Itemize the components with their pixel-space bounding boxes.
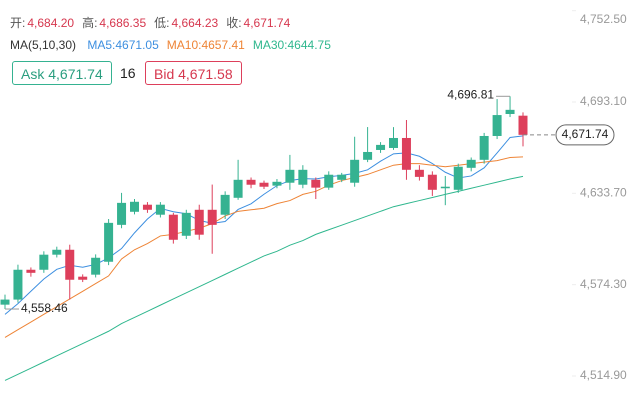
candle-body [492, 115, 502, 136]
candle-body [207, 209, 217, 225]
y-tick-label: 4,574.30 [580, 277, 627, 291]
candle-body [350, 159, 360, 183]
candle-body [13, 269, 23, 300]
ohlc-value: 4,684.20 [27, 16, 75, 30]
candle-body [0, 299, 10, 305]
candle-body [285, 169, 295, 183]
ohlc-label: 开: [10, 16, 26, 30]
ma-title: MA(5,10,30) [10, 38, 77, 52]
ma-value: MA5:4671.05 [87, 38, 159, 52]
ohlc-value: 4,686.35 [99, 16, 147, 30]
candle-body [453, 166, 463, 190]
candle-body [505, 109, 515, 114]
max-label: 4,696.81 [447, 87, 494, 101]
candle-body [104, 222, 114, 262]
ohlc-row: 开: 4,684.20 高: 4,686.35 低: 4,664.23 收: 4,671.74 [10, 14, 298, 31]
candle-body [311, 179, 321, 188]
ma-value: MA10:4657.41 [166, 38, 245, 52]
candle-body [440, 186, 450, 189]
ma-line [4, 135, 524, 315]
candle-body [181, 212, 191, 236]
bid-button[interactable]: Bid 4,671.58 [145, 61, 242, 85]
candle-body [259, 182, 269, 187]
ma-line [4, 156, 524, 338]
candle-body [155, 204, 165, 215]
ask-button[interactable]: Ask 4,671.74 [12, 61, 112, 85]
y-tick-label: 4,752.50 [580, 12, 627, 26]
ma-line [4, 175, 524, 381]
candle-body [414, 169, 424, 177]
candle-body [246, 179, 256, 185]
y-tick-label: 4,514.90 [580, 368, 627, 382]
candle-body [26, 269, 36, 273]
last-price-box [555, 124, 615, 146]
candle-body [233, 179, 243, 198]
candle-body [65, 249, 75, 280]
candle-body [324, 174, 334, 188]
candle-body [142, 204, 152, 210]
y-tick-label: 4,693.10 [580, 94, 627, 108]
candle-body [272, 181, 282, 186]
candle-body [427, 174, 437, 190]
candle-body [518, 115, 528, 135]
last-price-label: 4,671.74 [562, 127, 609, 141]
ohlc-label: 低: [154, 16, 170, 30]
ohlc-label: 高: [82, 16, 98, 30]
candle-body [389, 137, 398, 148]
candle-body [376, 144, 386, 150]
candle-body [117, 202, 127, 225]
candle-body [220, 194, 230, 215]
candle-body [130, 201, 139, 212]
ma-value: MA30:4644.75 [252, 38, 331, 52]
ohlc-value: 4,671.74 [243, 16, 291, 30]
candle-body [401, 137, 411, 170]
candle-body [479, 135, 489, 160]
min-label: 4,558.46 [21, 301, 68, 315]
ma-row: MA(5,10,30) MA5:4671.05 MA10:4657.41 MA30:… [10, 38, 339, 52]
candle-body [52, 249, 62, 255]
candle-body [337, 174, 347, 180]
candle-body [39, 254, 49, 270]
candle-body [168, 214, 178, 240]
candle-body [363, 151, 373, 160]
candle-body [78, 276, 88, 280]
candle-body [466, 159, 476, 168]
candle-body [298, 169, 308, 185]
candle-body [91, 257, 101, 275]
candle-body [194, 209, 204, 235]
y-tick-label: 4,633.70 [580, 186, 627, 200]
ohlc-value: 4,664.23 [171, 16, 219, 30]
ohlc-label: 收: [226, 16, 242, 30]
spread: 16 [120, 65, 136, 81]
